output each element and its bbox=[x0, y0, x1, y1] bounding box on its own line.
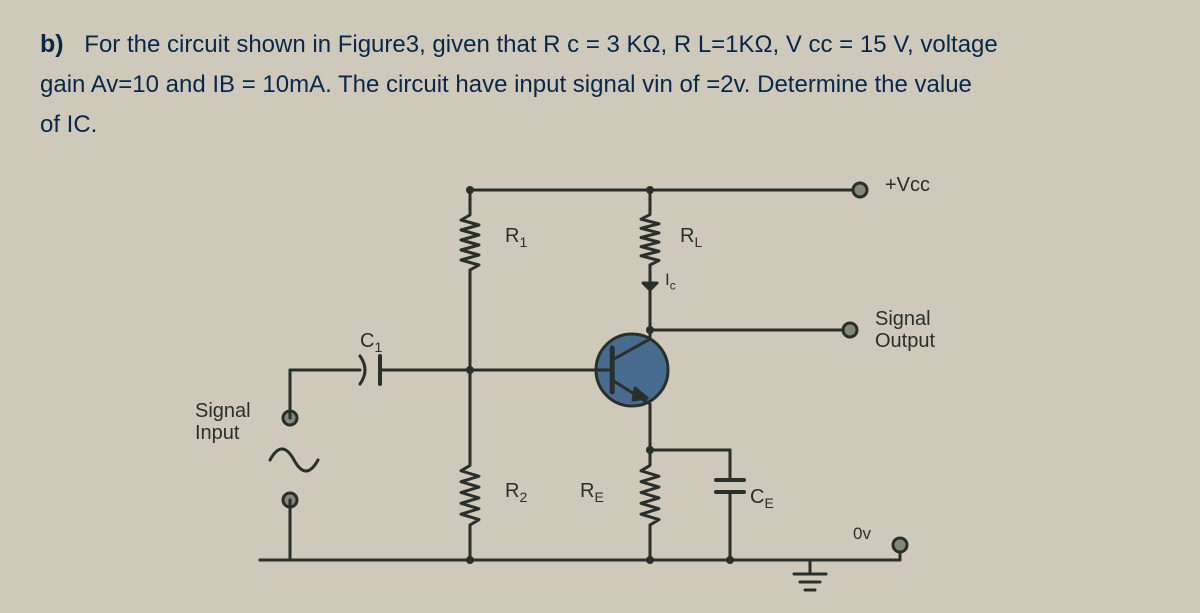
label-r2: R2 bbox=[505, 480, 527, 505]
label-ov: 0v bbox=[853, 524, 871, 544]
question-line1: For the circuit shown in Figure3, given … bbox=[84, 31, 997, 58]
label-vcc: +Vcc bbox=[885, 174, 930, 197]
label-re: RE bbox=[580, 480, 604, 505]
label-ce: CE bbox=[750, 486, 774, 511]
label-ic: Ic bbox=[665, 270, 676, 292]
label-r1: R1 bbox=[505, 225, 527, 250]
label-rl: RL bbox=[680, 225, 702, 250]
question-line2: gain Av=10 and IB = 10mA. The circuit ha… bbox=[40, 71, 972, 98]
question-text: b) For the circuit shown in Figure3, giv… bbox=[40, 24, 1170, 145]
circuit-diagram: +Vcc R1 RL Ic SignalOutput C1 SignalInpu… bbox=[210, 160, 990, 600]
question-line3: of IC. bbox=[40, 111, 97, 138]
label-signal-output: SignalOutput bbox=[875, 308, 935, 352]
label-signal-input: SignalInput bbox=[195, 400, 251, 444]
label-c1: C1 bbox=[360, 330, 382, 355]
item-label: b) bbox=[40, 30, 64, 58]
